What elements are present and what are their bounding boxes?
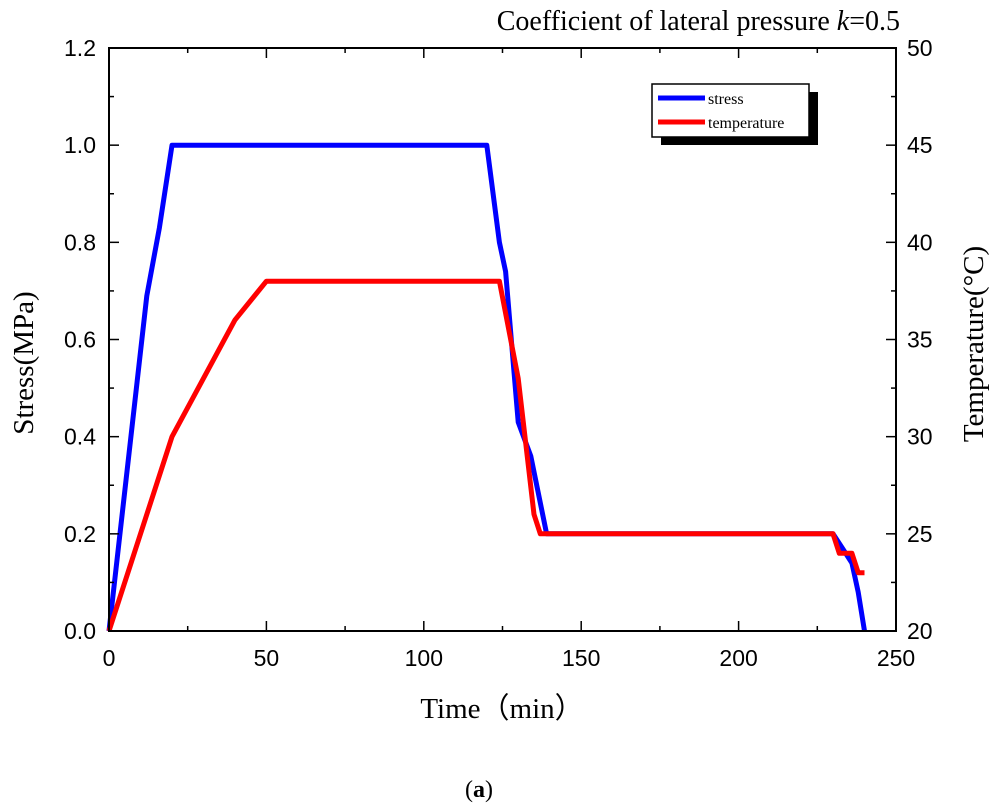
- y-axis-label-right: Temperature(°C): [958, 246, 990, 442]
- y-right-tick-label: 40: [907, 229, 933, 255]
- y-right-tick-label: 25: [907, 521, 933, 547]
- x-tick-label: 50: [254, 645, 280, 671]
- y-right-tick-label: 50: [907, 35, 933, 61]
- y-left-tick-label: 0.8: [64, 229, 96, 255]
- y-left-tick-label: 0.4: [64, 424, 96, 450]
- series-layer: [106, 142, 867, 632]
- legend-label-temperature: temperature: [708, 115, 784, 132]
- x-tick-label: 250: [877, 645, 915, 671]
- y-right-tick-label: 35: [907, 327, 933, 353]
- figure-caption: (a): [465, 777, 493, 803]
- y-right-tick-label: 45: [907, 132, 933, 158]
- legend-label-stress: stress: [708, 91, 744, 108]
- series-line-temperature: [106, 278, 865, 632]
- x-tick-label: 0: [103, 645, 116, 671]
- chart-title: Coefficient of lateral pressure k=0.5: [497, 6, 900, 37]
- y-axis-label-left: Stress(MPa): [8, 291, 40, 434]
- ticks-layer: 0 50 100 150 200 250 0.0 0.2 0.4 0.6 0.8 1.0 1.2 20 25…: [64, 35, 933, 671]
- y-right-tick-label: 30: [907, 424, 933, 450]
- y-left-tick-label: 1.2: [64, 35, 96, 61]
- y-left-tick-label: 0.2: [64, 521, 96, 547]
- y-right-tick-label: 20: [907, 618, 933, 644]
- y-left-tick-label: 0.0: [64, 618, 96, 644]
- x-tick-label: 200: [719, 645, 757, 671]
- legend: stress temperature: [651, 83, 818, 145]
- y-left-tick-label: 0.6: [64, 327, 96, 353]
- x-tick-label: 150: [562, 645, 600, 671]
- y-left-tick-label: 1.0: [64, 132, 96, 158]
- x-axis-label: Time（min）: [420, 693, 583, 725]
- x-tick-label: 100: [405, 645, 443, 671]
- legend-box: [651, 83, 810, 138]
- series-line-stress: [106, 142, 867, 632]
